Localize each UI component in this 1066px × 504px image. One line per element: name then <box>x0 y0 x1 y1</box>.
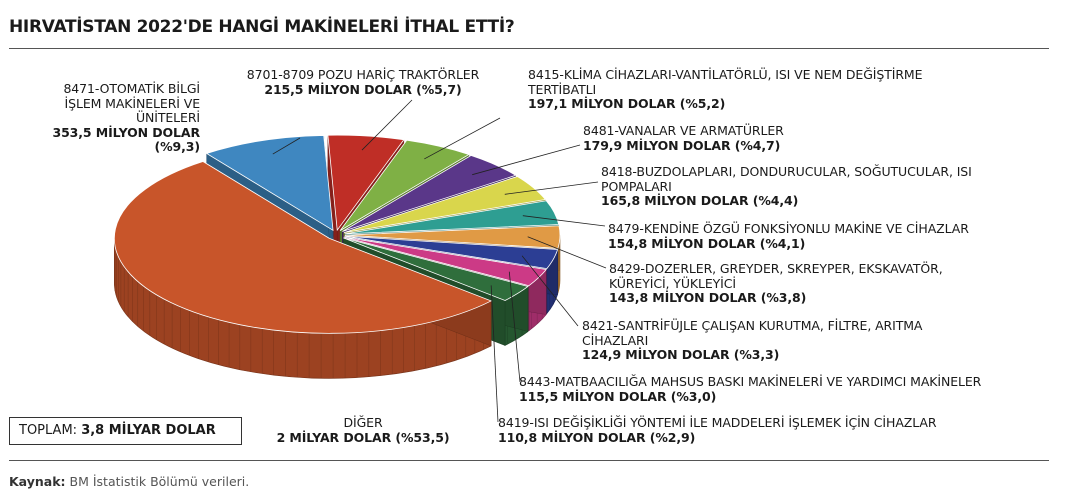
slice-value: 215,5 MİLYON DOLAR (%5,7) <box>264 81 462 97</box>
pie-slice <box>344 235 559 270</box>
slice-name: 8471-OTOMATİK BİLGİ <box>63 81 200 96</box>
source-label: Kaynak: <box>9 474 66 489</box>
total-label: TOPLAM: <box>19 423 78 438</box>
pie-slice <box>344 200 560 235</box>
pie-slice <box>113 161 493 334</box>
leader-line <box>272 137 301 155</box>
slice-name: DİĞER <box>343 415 383 430</box>
slice-name: 8418-BUZDOLAPLARI, DONDURUCULAR, SOĞUTUC… <box>601 164 972 179</box>
slice-name: 8421-SANTRİFÜJLE ÇALIŞAN KURUTMA, FİLTRE… <box>582 318 923 333</box>
slice-value: 143,8 MİLYON DOLAR (%3,8) <box>609 290 807 305</box>
slice-name: İŞLEM MAKİNELERİ VE <box>64 95 201 111</box>
slice-name: POMPALARI <box>601 178 672 194</box>
source-text: BM İstatistik Bölümü verileri. <box>69 474 250 489</box>
pie-slice <box>327 134 405 232</box>
slice-label: 8418-BUZDOLAPLARI, DONDURUCULAR, SOĞUTUC… <box>601 164 1041 209</box>
slice-label: 8421-SANTRİFÜJLE ÇALIŞAN KURUTMA, FİLTRE… <box>582 318 1002 363</box>
pie-slice <box>339 139 470 231</box>
slice-name: CİHAZLARI <box>582 332 649 348</box>
slice-label: DİĞER 2 MİLYAR DOLAR (%53,5) <box>268 415 458 445</box>
pie-slice <box>344 236 547 287</box>
leader-line <box>527 236 607 269</box>
slice-name: 8479-KENDİNE ÖZGÜ FONKSİYONLU MAKİNE VE … <box>608 221 969 236</box>
slice-value: 115,5 MİLYON DOLAR (%3,0) <box>519 388 717 404</box>
slice-label: 8479-KENDİNE ÖZGÜ FONKSİYONLU MAKİNE VE … <box>608 221 1048 251</box>
slice-value: 124,9 MİLYON DOLAR (%3,3) <box>582 347 780 362</box>
slice-value: (%9,3) <box>154 139 201 154</box>
slice-label: 8429-DOZERLER, GREYDER, SKREYPER, EKSKAV… <box>609 261 1029 306</box>
pie-top <box>113 134 561 334</box>
slice-value: 110,8 MİLYON DOLAR (%2,9) <box>498 429 696 445</box>
slice-label: 8419-ISI DEĞİŞİKLİĞİ YÖNTEMİ İLE MADDELE… <box>498 415 1038 445</box>
leader-line <box>424 117 501 160</box>
slice-value: 353,5 MİLYON DOLAR <box>52 124 200 140</box>
slice-value: 165,8 MİLYON DOLAR (%4,4) <box>601 193 799 208</box>
leader-line <box>472 144 581 176</box>
slice-name: KÜREYİCİ, YÜKLEYİCİ <box>609 275 736 291</box>
slice-value: 197,1 MİLYON DOLAR (%5,2) <box>528 96 726 111</box>
slice-name: 8429-DOZERLER, GREYDER, SKREYPER, EKSKAV… <box>609 261 943 276</box>
total-box: TOPLAM: 3,8 MİLYAR DOLAR <box>9 417 242 445</box>
leader-line <box>508 271 521 383</box>
leader-line <box>522 215 606 227</box>
slice-value: 154,8 MİLYON DOLAR (%4,1) <box>608 235 806 251</box>
slice-value: 2 MİLYAR DOLAR (%53,5) <box>276 429 450 445</box>
slice-name: 8701-8709 POZU HARİÇ TRAKTÖRLER <box>246 67 480 82</box>
source-note: Kaynak: BM İstatistik Bölümü verileri. <box>9 474 249 489</box>
slice-value: 179,9 MİLYON DOLAR (%4,7) <box>583 137 781 153</box>
slice-name: 8481-VANALAR VE ARMATÜRLER <box>583 123 784 138</box>
slice-label: 8701-8709 POZU HARİÇ TRAKTÖRLER 215,5 MİL… <box>218 67 508 97</box>
leader-line <box>490 285 499 423</box>
slice-label: 8415-KLİMA CİHAZLARI-VANTİLATÖRLÜ, ISI V… <box>528 67 998 112</box>
pie-slice <box>343 237 529 301</box>
leader-line <box>504 181 599 195</box>
pie-slice <box>343 176 547 234</box>
slice-label: 8471-OTOMATİK BİLGİ İŞLEM MAKİNELERİ VE ÜN… <box>20 81 201 155</box>
slice-label: 8481-VANALAR VE ARMATÜRLER 179,9 MİLYON D… <box>583 123 913 153</box>
title-rule <box>9 48 1049 49</box>
total-value: 3,8 MİLYAR DOLAR <box>81 423 216 438</box>
leader-line <box>361 99 413 151</box>
slice-name: 8415-KLİMA CİHAZLARI-VANTİLATÖRLÜ, ISI V… <box>528 67 923 82</box>
pie-slice <box>205 135 334 232</box>
footer-rule <box>9 460 1049 461</box>
pie-chart <box>113 99 607 423</box>
slice-label: 8443-MATBAACILIĞA MAHSUS BASKI MAKİNELER… <box>519 374 1059 404</box>
slice-name: 8419-ISI DEĞİŞİKLİĞİ YÖNTEMİ İLE MADDELE… <box>498 415 937 430</box>
leader-lines <box>272 99 607 423</box>
chart-title: HIRVATİSTAN 2022'DE HANGİ MAKİNELERİ İTH… <box>9 17 515 37</box>
slice-name: 8443-MATBAACILIĞA MAHSUS BASKI MAKİNELER… <box>519 374 982 389</box>
slice-name: TERTİBATLI <box>528 81 597 97</box>
leader-line <box>521 255 579 327</box>
slice-name: ÜNİTELERİ <box>135 110 200 125</box>
